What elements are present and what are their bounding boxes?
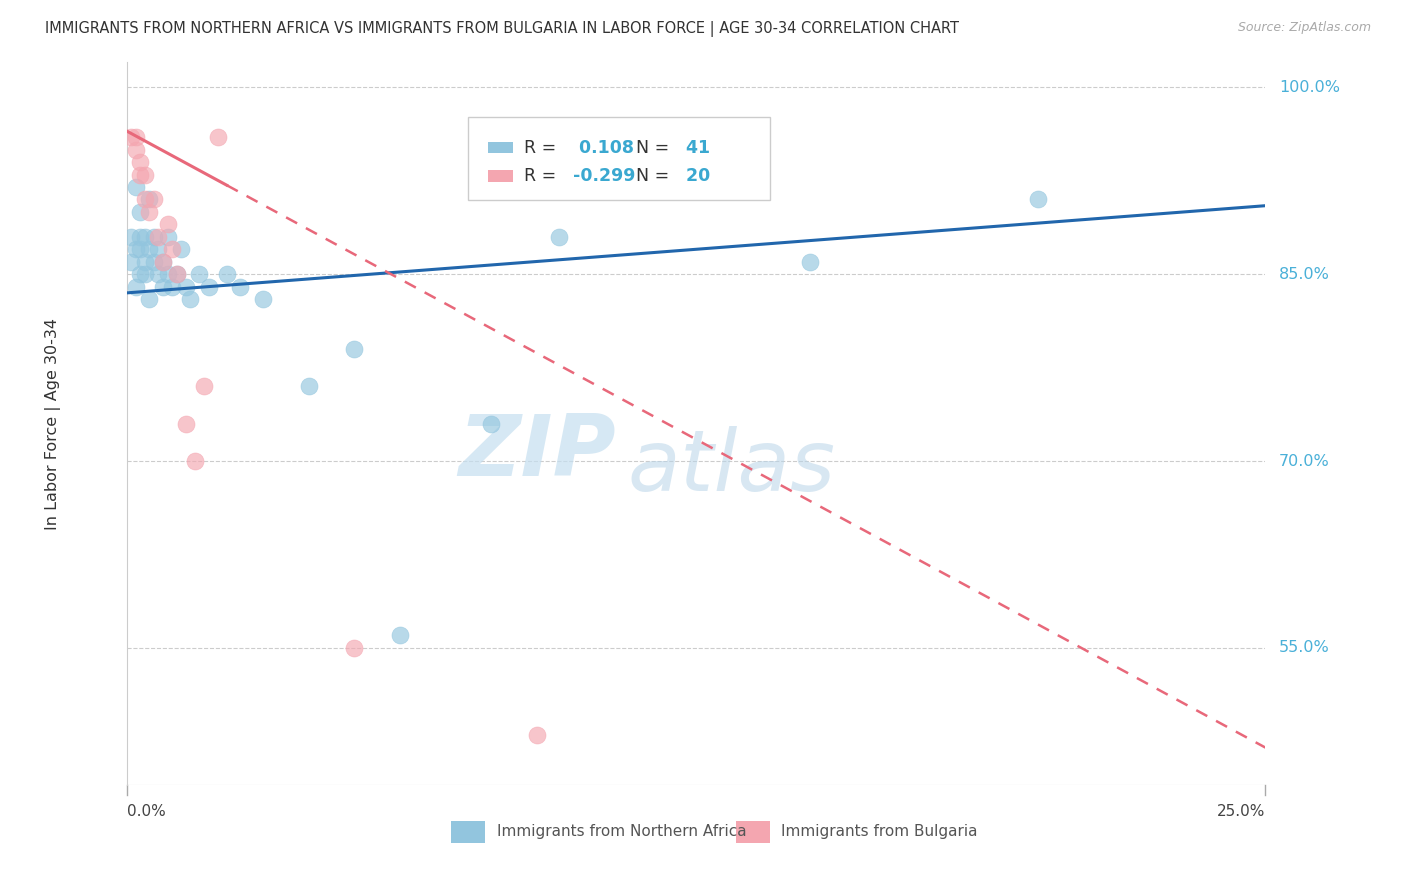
Text: 70.0%: 70.0% [1279, 453, 1330, 468]
Text: 41: 41 [681, 138, 710, 157]
Point [129, 242, 152, 256]
Point [548, 230, 571, 244]
Point [134, 168, 156, 182]
Point [388, 628, 411, 642]
Text: ZIP: ZIP [458, 411, 616, 494]
Point [138, 242, 160, 256]
Point [142, 254, 165, 268]
Point [124, 242, 146, 256]
Point [152, 254, 174, 268]
Text: 55.0%: 55.0% [1279, 640, 1330, 656]
Text: 25.0%: 25.0% [1218, 804, 1265, 819]
Point [120, 230, 142, 244]
Point [124, 130, 146, 145]
Point [129, 168, 152, 182]
Point [134, 193, 156, 207]
Point [134, 267, 156, 281]
Point [156, 218, 179, 232]
Bar [451, 821, 485, 843]
Bar [735, 821, 770, 843]
Point [174, 417, 197, 431]
Point [160, 242, 183, 256]
Point [129, 267, 152, 281]
Text: Immigrants from Northern Africa: Immigrants from Northern Africa [496, 824, 747, 839]
Point [252, 292, 274, 306]
Point [138, 292, 160, 306]
Text: atlas: atlas [627, 425, 835, 508]
Point [124, 180, 146, 194]
Point [166, 267, 188, 281]
Text: IMMIGRANTS FROM NORTHERN AFRICA VS IMMIGRANTS FROM BULGARIA IN LABOR FORCE | AGE: IMMIGRANTS FROM NORTHERN AFRICA VS IMMIG… [45, 21, 959, 37]
Point [215, 267, 238, 281]
Point [166, 267, 188, 281]
Text: -0.299: -0.299 [574, 167, 636, 185]
Point [174, 279, 197, 293]
Point [129, 205, 152, 219]
Point [343, 640, 366, 655]
Point [1026, 193, 1049, 207]
Point [120, 130, 142, 145]
Point [343, 342, 366, 356]
Point [148, 267, 170, 281]
Point [298, 379, 321, 393]
FancyBboxPatch shape [468, 117, 770, 200]
Bar [488, 142, 513, 153]
Point [156, 230, 179, 244]
Bar [488, 170, 513, 182]
Point [184, 454, 207, 468]
Point [142, 230, 165, 244]
Point [124, 279, 146, 293]
Text: In Labor Force | Age 30-34: In Labor Force | Age 30-34 [45, 318, 60, 530]
Point [799, 254, 821, 268]
Point [148, 230, 170, 244]
Text: N =: N = [636, 138, 669, 157]
Text: Source: ZipAtlas.com: Source: ZipAtlas.com [1237, 21, 1371, 35]
Point [662, 155, 685, 169]
Point [160, 279, 183, 293]
Point [188, 267, 211, 281]
Point [148, 242, 170, 256]
Text: 0.0%: 0.0% [127, 804, 166, 819]
Text: R =: R = [524, 167, 557, 185]
Point [479, 417, 502, 431]
Point [207, 130, 229, 145]
Point [120, 254, 142, 268]
Point [179, 292, 201, 306]
Text: Immigrants from Bulgaria: Immigrants from Bulgaria [782, 824, 979, 839]
Text: 0.108: 0.108 [574, 138, 634, 157]
Text: 85.0%: 85.0% [1279, 267, 1330, 282]
Point [134, 230, 156, 244]
Point [138, 205, 160, 219]
Point [193, 379, 215, 393]
Point [124, 143, 146, 157]
Point [156, 267, 179, 281]
Text: 100.0%: 100.0% [1279, 80, 1340, 95]
Point [142, 193, 165, 207]
Point [129, 230, 152, 244]
Point [134, 254, 156, 268]
Text: N =: N = [636, 167, 669, 185]
Point [138, 193, 160, 207]
Point [229, 279, 252, 293]
Point [152, 254, 174, 268]
Text: 20: 20 [681, 167, 710, 185]
Text: R =: R = [524, 138, 557, 157]
Point [197, 279, 219, 293]
Point [170, 242, 193, 256]
Point [526, 728, 548, 742]
Point [152, 279, 174, 293]
Point [129, 155, 152, 169]
